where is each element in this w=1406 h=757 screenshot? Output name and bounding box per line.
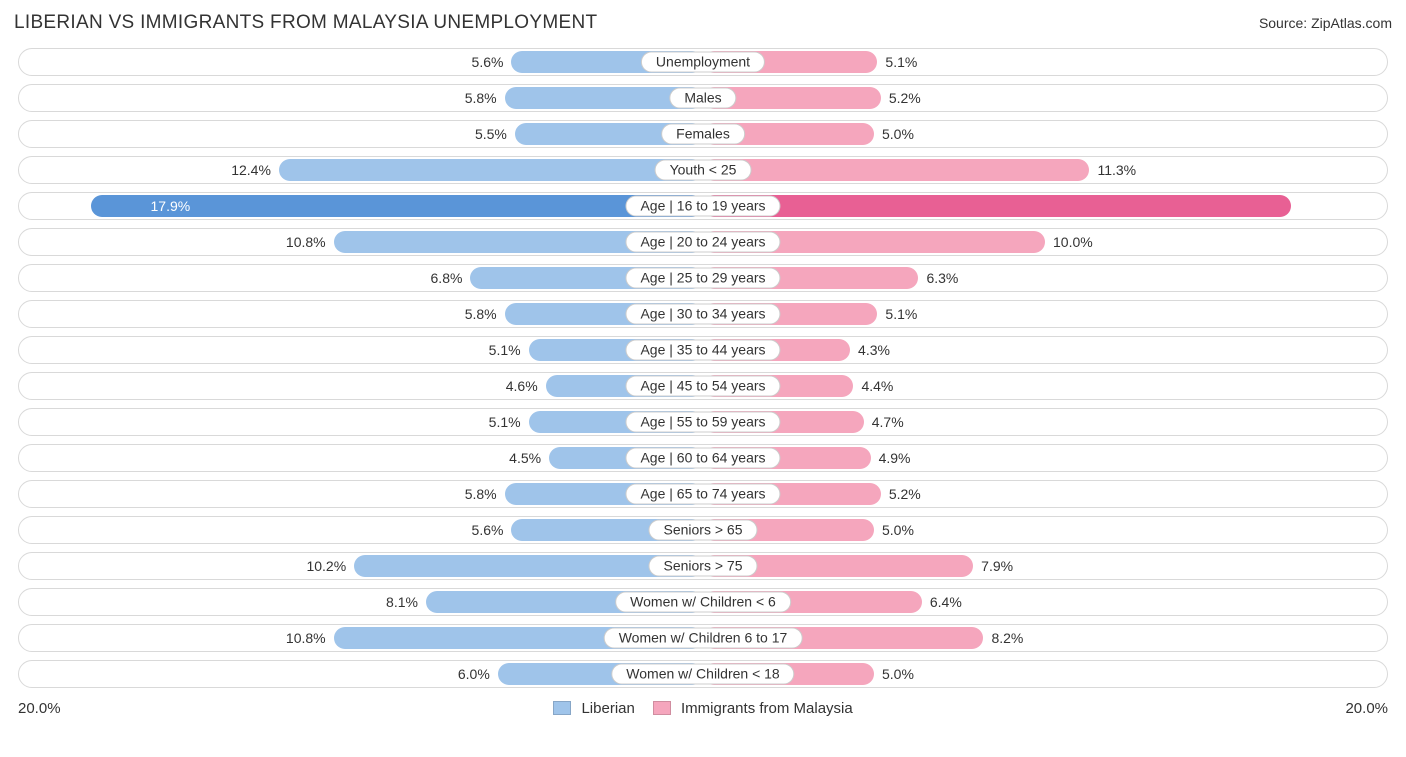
value-right: 17.2%	[1337, 193, 1387, 219]
chart-row: 5.8% 5.1% Age | 30 to 34 years	[18, 300, 1388, 328]
value-right: 5.0%	[874, 661, 914, 687]
value-left: 5.6%	[472, 517, 512, 543]
value-right: 5.1%	[877, 49, 917, 75]
chart-row: 10.2% 7.9% Seniors > 75	[18, 552, 1388, 580]
category-label: Females	[661, 124, 745, 145]
chart-row: 10.8% 8.2% Women w/ Children 6 to 17	[18, 624, 1388, 652]
value-left: 5.8%	[465, 481, 505, 507]
value-left: 5.6%	[472, 49, 512, 75]
chart-row: 5.1% 4.7% Age | 55 to 59 years	[18, 408, 1388, 436]
value-right: 4.7%	[864, 409, 904, 435]
legend-swatch-left	[553, 701, 571, 715]
chart-row: 10.8% 10.0% Age | 20 to 24 years	[18, 228, 1388, 256]
value-right: 4.4%	[853, 373, 893, 399]
category-label: Women w/ Children < 18	[611, 664, 794, 685]
value-left: 12.4%	[231, 157, 279, 183]
value-left: 10.2%	[306, 553, 354, 579]
category-label: Age | 20 to 24 years	[625, 232, 780, 253]
chart-row: 5.6% 5.0% Seniors > 65	[18, 516, 1388, 544]
category-label: Age | 25 to 29 years	[625, 268, 780, 289]
axis-max-right: 20.0%	[1345, 700, 1388, 717]
chart-row: 5.5% 5.0% Females	[18, 120, 1388, 148]
category-label: Age | 60 to 64 years	[625, 448, 780, 469]
chart-source: Source: ZipAtlas.com	[1259, 15, 1392, 31]
category-label: Youth < 25	[655, 160, 752, 181]
category-label: Unemployment	[641, 52, 765, 73]
value-right: 11.3%	[1089, 157, 1136, 183]
value-right: 5.2%	[881, 481, 921, 507]
chart-row: 5.1% 4.3% Age | 35 to 44 years	[18, 336, 1388, 364]
category-label: Age | 35 to 44 years	[625, 340, 780, 361]
chart-row: 8.1% 6.4% Women w/ Children < 6	[18, 588, 1388, 616]
chart-row: 12.4% 11.3% Youth < 25	[18, 156, 1388, 184]
chart-title: LIBERIAN VS IMMIGRANTS FROM MALAYSIA UNE…	[14, 12, 597, 34]
bar-right	[703, 159, 1089, 181]
category-label: Age | 30 to 34 years	[625, 304, 780, 325]
value-left: 10.8%	[286, 229, 334, 255]
legend: Liberian Immigrants from Malaysia	[553, 700, 852, 717]
chart-row: 5.8% 5.2% Age | 65 to 74 years	[18, 480, 1388, 508]
value-left: 4.5%	[509, 445, 549, 471]
value-right: 7.9%	[973, 553, 1013, 579]
chart-footer: 20.0% Liberian Immigrants from Malaysia …	[8, 696, 1398, 717]
chart-row: 17.9% 17.2% Age | 16 to 19 years	[18, 192, 1388, 220]
value-left: 5.5%	[475, 121, 515, 147]
category-label: Males	[669, 88, 736, 109]
chart-row: 4.5% 4.9% Age | 60 to 64 years	[18, 444, 1388, 472]
value-right: 10.0%	[1045, 229, 1093, 255]
value-left: 5.8%	[465, 301, 505, 327]
legend-item-left: Liberian	[553, 700, 635, 717]
category-label: Age | 65 to 74 years	[625, 484, 780, 505]
category-label: Age | 16 to 19 years	[625, 196, 780, 217]
axis-max-left: 20.0%	[18, 700, 61, 717]
category-label: Seniors > 65	[649, 520, 758, 541]
value-left: 6.8%	[431, 265, 471, 291]
legend-item-right: Immigrants from Malaysia	[653, 700, 853, 717]
chart-row: 5.6% 5.1% Unemployment	[18, 48, 1388, 76]
value-right: 5.2%	[881, 85, 921, 111]
value-right: 8.2%	[983, 625, 1023, 651]
category-label: Seniors > 75	[649, 556, 758, 577]
value-left: 6.0%	[458, 661, 498, 687]
value-right: 4.9%	[871, 445, 911, 471]
value-right: 6.3%	[918, 265, 958, 291]
bar-right	[703, 195, 1291, 217]
value-right: 5.1%	[877, 301, 917, 327]
value-left: 4.6%	[506, 373, 546, 399]
chart-row: 6.8% 6.3% Age | 25 to 29 years	[18, 264, 1388, 292]
category-label: Women w/ Children < 6	[615, 592, 791, 613]
value-right: 5.0%	[874, 517, 914, 543]
value-right: 6.4%	[922, 589, 962, 615]
chart-header: LIBERIAN VS IMMIGRANTS FROM MALAYSIA UNE…	[8, 12, 1398, 44]
value-left: 5.1%	[489, 409, 529, 435]
chart-row: 6.0% 5.0% Women w/ Children < 18	[18, 660, 1388, 688]
legend-label-left: Liberian	[581, 700, 634, 717]
value-left: 5.1%	[489, 337, 529, 363]
legend-swatch-right	[653, 701, 671, 715]
chart-row: 5.8% 5.2% Males	[18, 84, 1388, 112]
value-left: 5.8%	[465, 85, 505, 111]
diverging-bar-chart: 5.6% 5.1% Unemployment 5.8% 5.2% Males 5.5% 5.0…	[8, 44, 1398, 688]
category-label: Women w/ Children 6 to 17	[604, 628, 803, 649]
value-left: 8.1%	[386, 589, 426, 615]
bar-left	[279, 159, 703, 181]
legend-label-right: Immigrants from Malaysia	[681, 700, 853, 717]
value-left: 17.9%	[141, 193, 191, 219]
category-label: Age | 45 to 54 years	[625, 376, 780, 397]
value-right: 4.3%	[850, 337, 890, 363]
category-label: Age | 55 to 59 years	[625, 412, 780, 433]
value-right: 5.0%	[874, 121, 914, 147]
chart-row: 4.6% 4.4% Age | 45 to 54 years	[18, 372, 1388, 400]
value-left: 10.8%	[286, 625, 334, 651]
